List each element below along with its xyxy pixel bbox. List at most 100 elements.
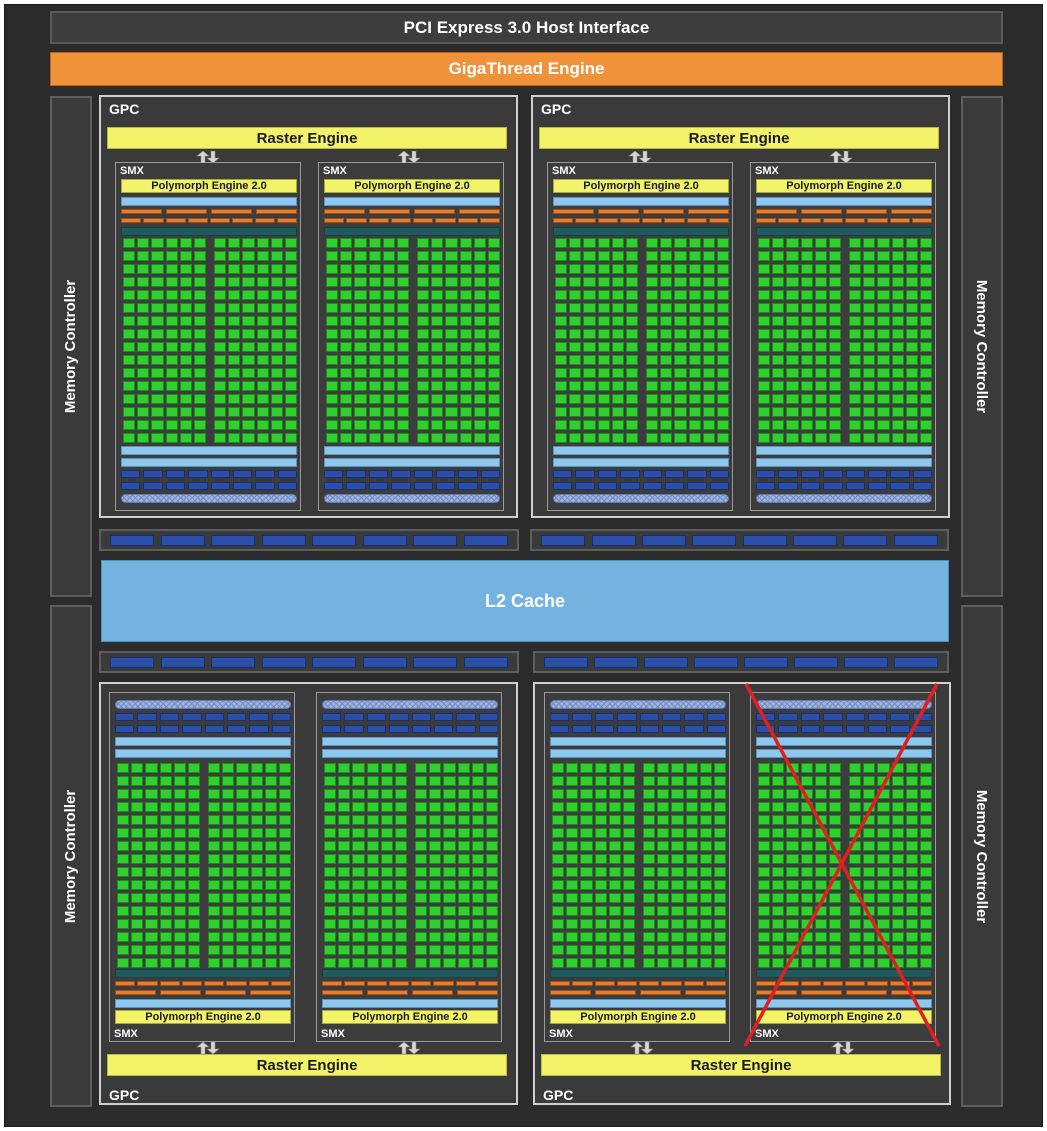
- cuda-core: [338, 789, 351, 799]
- cuda-core: [849, 828, 862, 838]
- cuda-core: [786, 420, 799, 430]
- cuda-core: [849, 316, 862, 326]
- cuda-core: [250, 932, 263, 942]
- cuda-core: [187, 945, 200, 955]
- memory-controller-bottom-left: Memory Controller: [50, 605, 92, 1107]
- cuda-core: [340, 303, 353, 313]
- cuda-core: [646, 420, 659, 430]
- unit-cell: [182, 725, 202, 733]
- cuda-core: [569, 290, 582, 300]
- cuda-core: [772, 958, 785, 968]
- cuda-core: [688, 264, 701, 274]
- unit-cell: [912, 713, 932, 721]
- cuda-core: [674, 316, 687, 326]
- cuda-core: [236, 919, 249, 929]
- cuda-core: [625, 303, 638, 313]
- cuda-core: [352, 958, 365, 968]
- cuda-core: [713, 932, 726, 942]
- cuda-core: [646, 407, 659, 417]
- cuda-core: [270, 277, 283, 287]
- cuda-core: [187, 906, 200, 916]
- cuda-core: [117, 932, 130, 942]
- cuda-core: [594, 763, 607, 773]
- cuda-core: [814, 329, 827, 339]
- cuda-core: [366, 802, 379, 812]
- cuda-core: [222, 789, 235, 799]
- cuda-core: [660, 420, 673, 430]
- cuda-core: [849, 420, 862, 430]
- cuda-core: [137, 277, 150, 287]
- cuda-core: [485, 854, 498, 864]
- cuda-core: [380, 893, 393, 903]
- cuda-core: [429, 893, 442, 903]
- cuda-core: [284, 433, 297, 443]
- unit-cell: [845, 218, 866, 223]
- instruction-cache: [322, 999, 498, 1008]
- unit-cell: [456, 725, 476, 733]
- cuda-core: [800, 420, 813, 430]
- cuda-core: [242, 394, 255, 404]
- cuda-core: [877, 277, 890, 287]
- cuda-core: [643, 789, 656, 799]
- unit-cell: [166, 209, 207, 214]
- cuda-core: [123, 420, 136, 430]
- cuda-core: [863, 958, 876, 968]
- cuda-core: [324, 932, 337, 942]
- cuda-core: [800, 342, 813, 352]
- cuda-core: [366, 763, 379, 773]
- unit-cell: [688, 209, 729, 214]
- cuda-core: [236, 958, 249, 968]
- cuda-core: [445, 329, 458, 339]
- cuda-core: [354, 394, 367, 404]
- cuda-core: [580, 919, 593, 929]
- cuda-core: [657, 789, 670, 799]
- cuda-core: [919, 290, 932, 300]
- cuda-core: [382, 420, 395, 430]
- cuda-core: [905, 828, 918, 838]
- unit-cell: [801, 990, 842, 995]
- cuda-core: [919, 880, 932, 890]
- cuda-core: [566, 802, 579, 812]
- unit-cell: [778, 470, 798, 478]
- gpc-label: GPC: [543, 1087, 574, 1103]
- cuda-core: [611, 329, 624, 339]
- cuda-core: [863, 802, 876, 812]
- cuda-core: [264, 906, 277, 916]
- cuda-core: [891, 932, 904, 942]
- unit-cell: [639, 713, 659, 721]
- cuda-core: [919, 906, 932, 916]
- cuda-core: [431, 329, 444, 339]
- cuda-core: [597, 316, 610, 326]
- cuda-core: [187, 815, 200, 825]
- cuda-core: [702, 316, 715, 326]
- polymorph-engine: Polymorph Engine 2.0: [324, 179, 500, 193]
- cuda-core: [569, 407, 582, 417]
- cuda-core: [208, 867, 221, 877]
- cuda-core: [702, 329, 715, 339]
- cuda-core: [487, 238, 500, 248]
- cuda-core: [772, 316, 785, 326]
- cuda-core: [674, 368, 687, 378]
- cuda-core: [131, 802, 144, 812]
- unit-cell: [115, 981, 136, 986]
- cuda-core: [702, 303, 715, 313]
- cuda-core: [415, 802, 428, 812]
- cuda-core: [660, 407, 673, 417]
- cuda-core: [713, 763, 726, 773]
- cuda-core: [471, 841, 484, 851]
- unit-cell: [165, 218, 186, 223]
- warp-scheduler-row: [324, 209, 500, 214]
- cuda-core: [800, 932, 813, 942]
- cuda-core: [137, 394, 150, 404]
- cuda-core: [324, 867, 337, 877]
- cuda-core: [702, 433, 715, 443]
- shared-memory-l1: [553, 458, 729, 467]
- texture-cache-row: [756, 470, 932, 478]
- cuda-core: [800, 368, 813, 378]
- texture-cache-row: [121, 470, 297, 478]
- cuda-core: [473, 342, 486, 352]
- smx-label: SMX: [755, 165, 779, 177]
- uniform-cache: [756, 494, 932, 503]
- cuda-core: [165, 290, 178, 300]
- cuda-core: [429, 958, 442, 968]
